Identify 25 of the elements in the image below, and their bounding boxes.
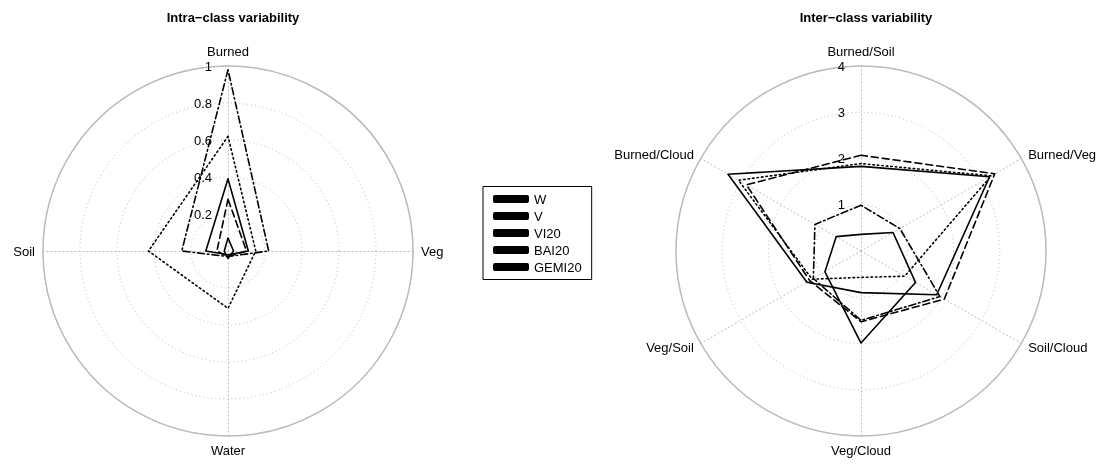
legend-label: BAI20: [534, 242, 570, 258]
spoke-label: Burned/Veg: [1028, 147, 1097, 162]
legend-label: W: [534, 191, 547, 207]
spoke-label: Veg: [421, 243, 444, 259]
chart-title: Intra−class variability: [166, 10, 301, 25]
spoke-label: Burned/Cloud: [614, 147, 694, 162]
spoke-label: Water: [210, 443, 246, 458]
spoke-label: Burned/Soil: [827, 44, 895, 59]
y-tick-label: 3: [837, 104, 845, 120]
spoke-label: Veg/Soil: [646, 340, 694, 355]
chart-title: Inter−class variability: [799, 10, 934, 25]
spoke-label: Soil: [13, 243, 36, 259]
y-tick-label: 0.2: [193, 206, 212, 222]
y-tick-label: 0.8: [193, 95, 212, 111]
y-tick-label: 0.6: [193, 132, 212, 148]
y-tick-label: 1: [204, 58, 212, 74]
legend-label: VI20: [534, 225, 561, 241]
y-tick-label: 1: [837, 197, 845, 213]
legend-label: V: [534, 208, 543, 224]
y-tick-label: 2: [837, 151, 845, 166]
legend-label: GEMI20: [534, 259, 582, 275]
spoke-label: Burned: [207, 44, 249, 59]
spoke-label: Soil/Cloud: [1028, 340, 1088, 355]
spoke-label: Veg/Cloud: [831, 443, 891, 458]
y-tick-label: 4: [837, 58, 845, 74]
